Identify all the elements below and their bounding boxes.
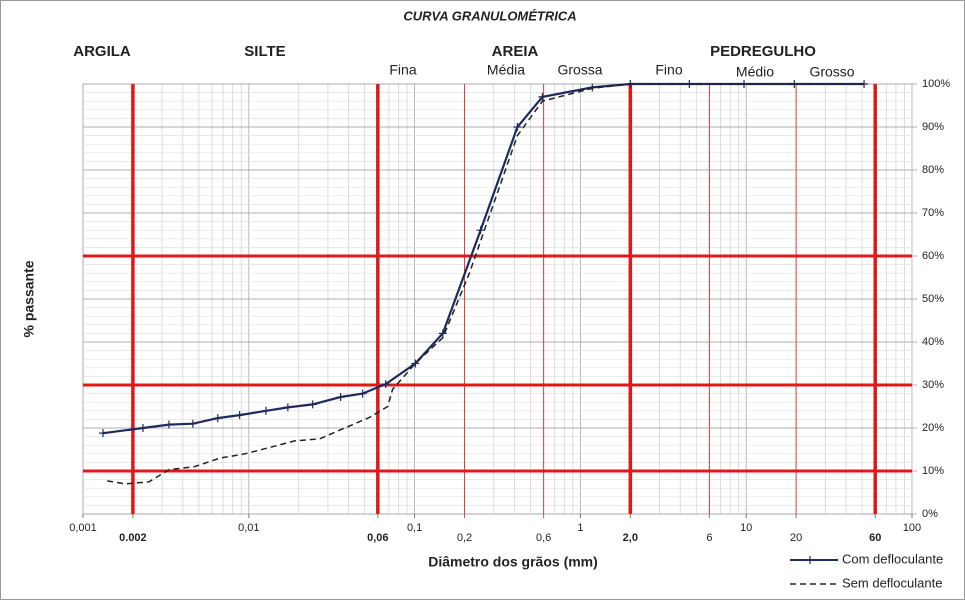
marker xyxy=(235,411,244,420)
y-tick-label: 100% xyxy=(922,78,950,90)
y-axis-label: % passante xyxy=(21,260,37,337)
marker xyxy=(476,226,485,235)
plot-area xyxy=(82,80,917,518)
x-tick-label: 60 xyxy=(869,532,881,544)
y-tick-label: 80% xyxy=(922,164,944,176)
marker xyxy=(138,424,147,432)
x-tick-label: 0.002 xyxy=(119,532,147,544)
zone-label: SILTE xyxy=(244,43,285,60)
marker xyxy=(98,429,107,438)
y-tick-label: 90% xyxy=(922,121,944,133)
x-tick-label: 10 xyxy=(740,522,752,534)
y-tick-label: 50% xyxy=(922,293,944,305)
marker xyxy=(411,359,420,368)
chart-title: CURVA GRANULOMÉTRICA xyxy=(403,8,576,23)
y-tick-label: 0% xyxy=(922,508,938,520)
marker xyxy=(283,403,292,412)
zone-label: PEDREGULHO xyxy=(710,43,816,60)
y-tick-label: 60% xyxy=(922,250,944,262)
x-tick-label: 0,2 xyxy=(457,532,472,544)
legend-label: Com defloculante xyxy=(842,551,943,566)
y-tick-label: 10% xyxy=(922,465,944,477)
legend-label: Sem defloculante xyxy=(842,575,942,590)
subzone-label: Grossa xyxy=(557,62,602,78)
zone-label: AREIA xyxy=(492,43,539,60)
x-tick-label: 20 xyxy=(790,532,802,544)
zone-label: ARGILA xyxy=(73,43,131,60)
series-line xyxy=(107,83,865,485)
y-tick-label: 70% xyxy=(922,207,944,219)
x-tick-label: 6 xyxy=(706,532,712,544)
x-tick-label: 100 xyxy=(903,522,921,534)
marker xyxy=(588,83,597,92)
marker xyxy=(358,389,367,398)
subzone-label: Grosso xyxy=(809,64,854,80)
marker xyxy=(308,400,317,409)
marker xyxy=(262,406,271,415)
marker xyxy=(438,329,447,338)
subzone-label: Médio xyxy=(736,64,774,80)
x-axis-label: Diâmetro dos grãos (mm) xyxy=(428,554,598,570)
marker xyxy=(213,414,222,423)
subzone-label: Fina xyxy=(389,62,416,78)
x-tick-label: 0,06 xyxy=(367,532,388,544)
marker xyxy=(381,380,390,389)
x-tick-label: 0,6 xyxy=(536,532,551,544)
marker xyxy=(538,92,547,101)
marker xyxy=(513,123,522,131)
marker xyxy=(164,420,173,429)
x-tick-label: 0,001 xyxy=(69,522,97,534)
x-tick-label: 2,0 xyxy=(623,532,638,544)
x-tick-label: 0,1 xyxy=(407,522,422,534)
x-tick-label: 0,01 xyxy=(238,522,259,534)
y-tick-label: 30% xyxy=(922,379,944,391)
x-tick-label: 1 xyxy=(577,522,583,534)
subzone-label: Média xyxy=(487,62,525,78)
marker xyxy=(188,419,197,428)
marker xyxy=(336,393,345,402)
y-tick-label: 20% xyxy=(922,422,944,434)
subzone-label: Fino xyxy=(655,62,682,78)
y-tick-label: 40% xyxy=(922,336,944,348)
